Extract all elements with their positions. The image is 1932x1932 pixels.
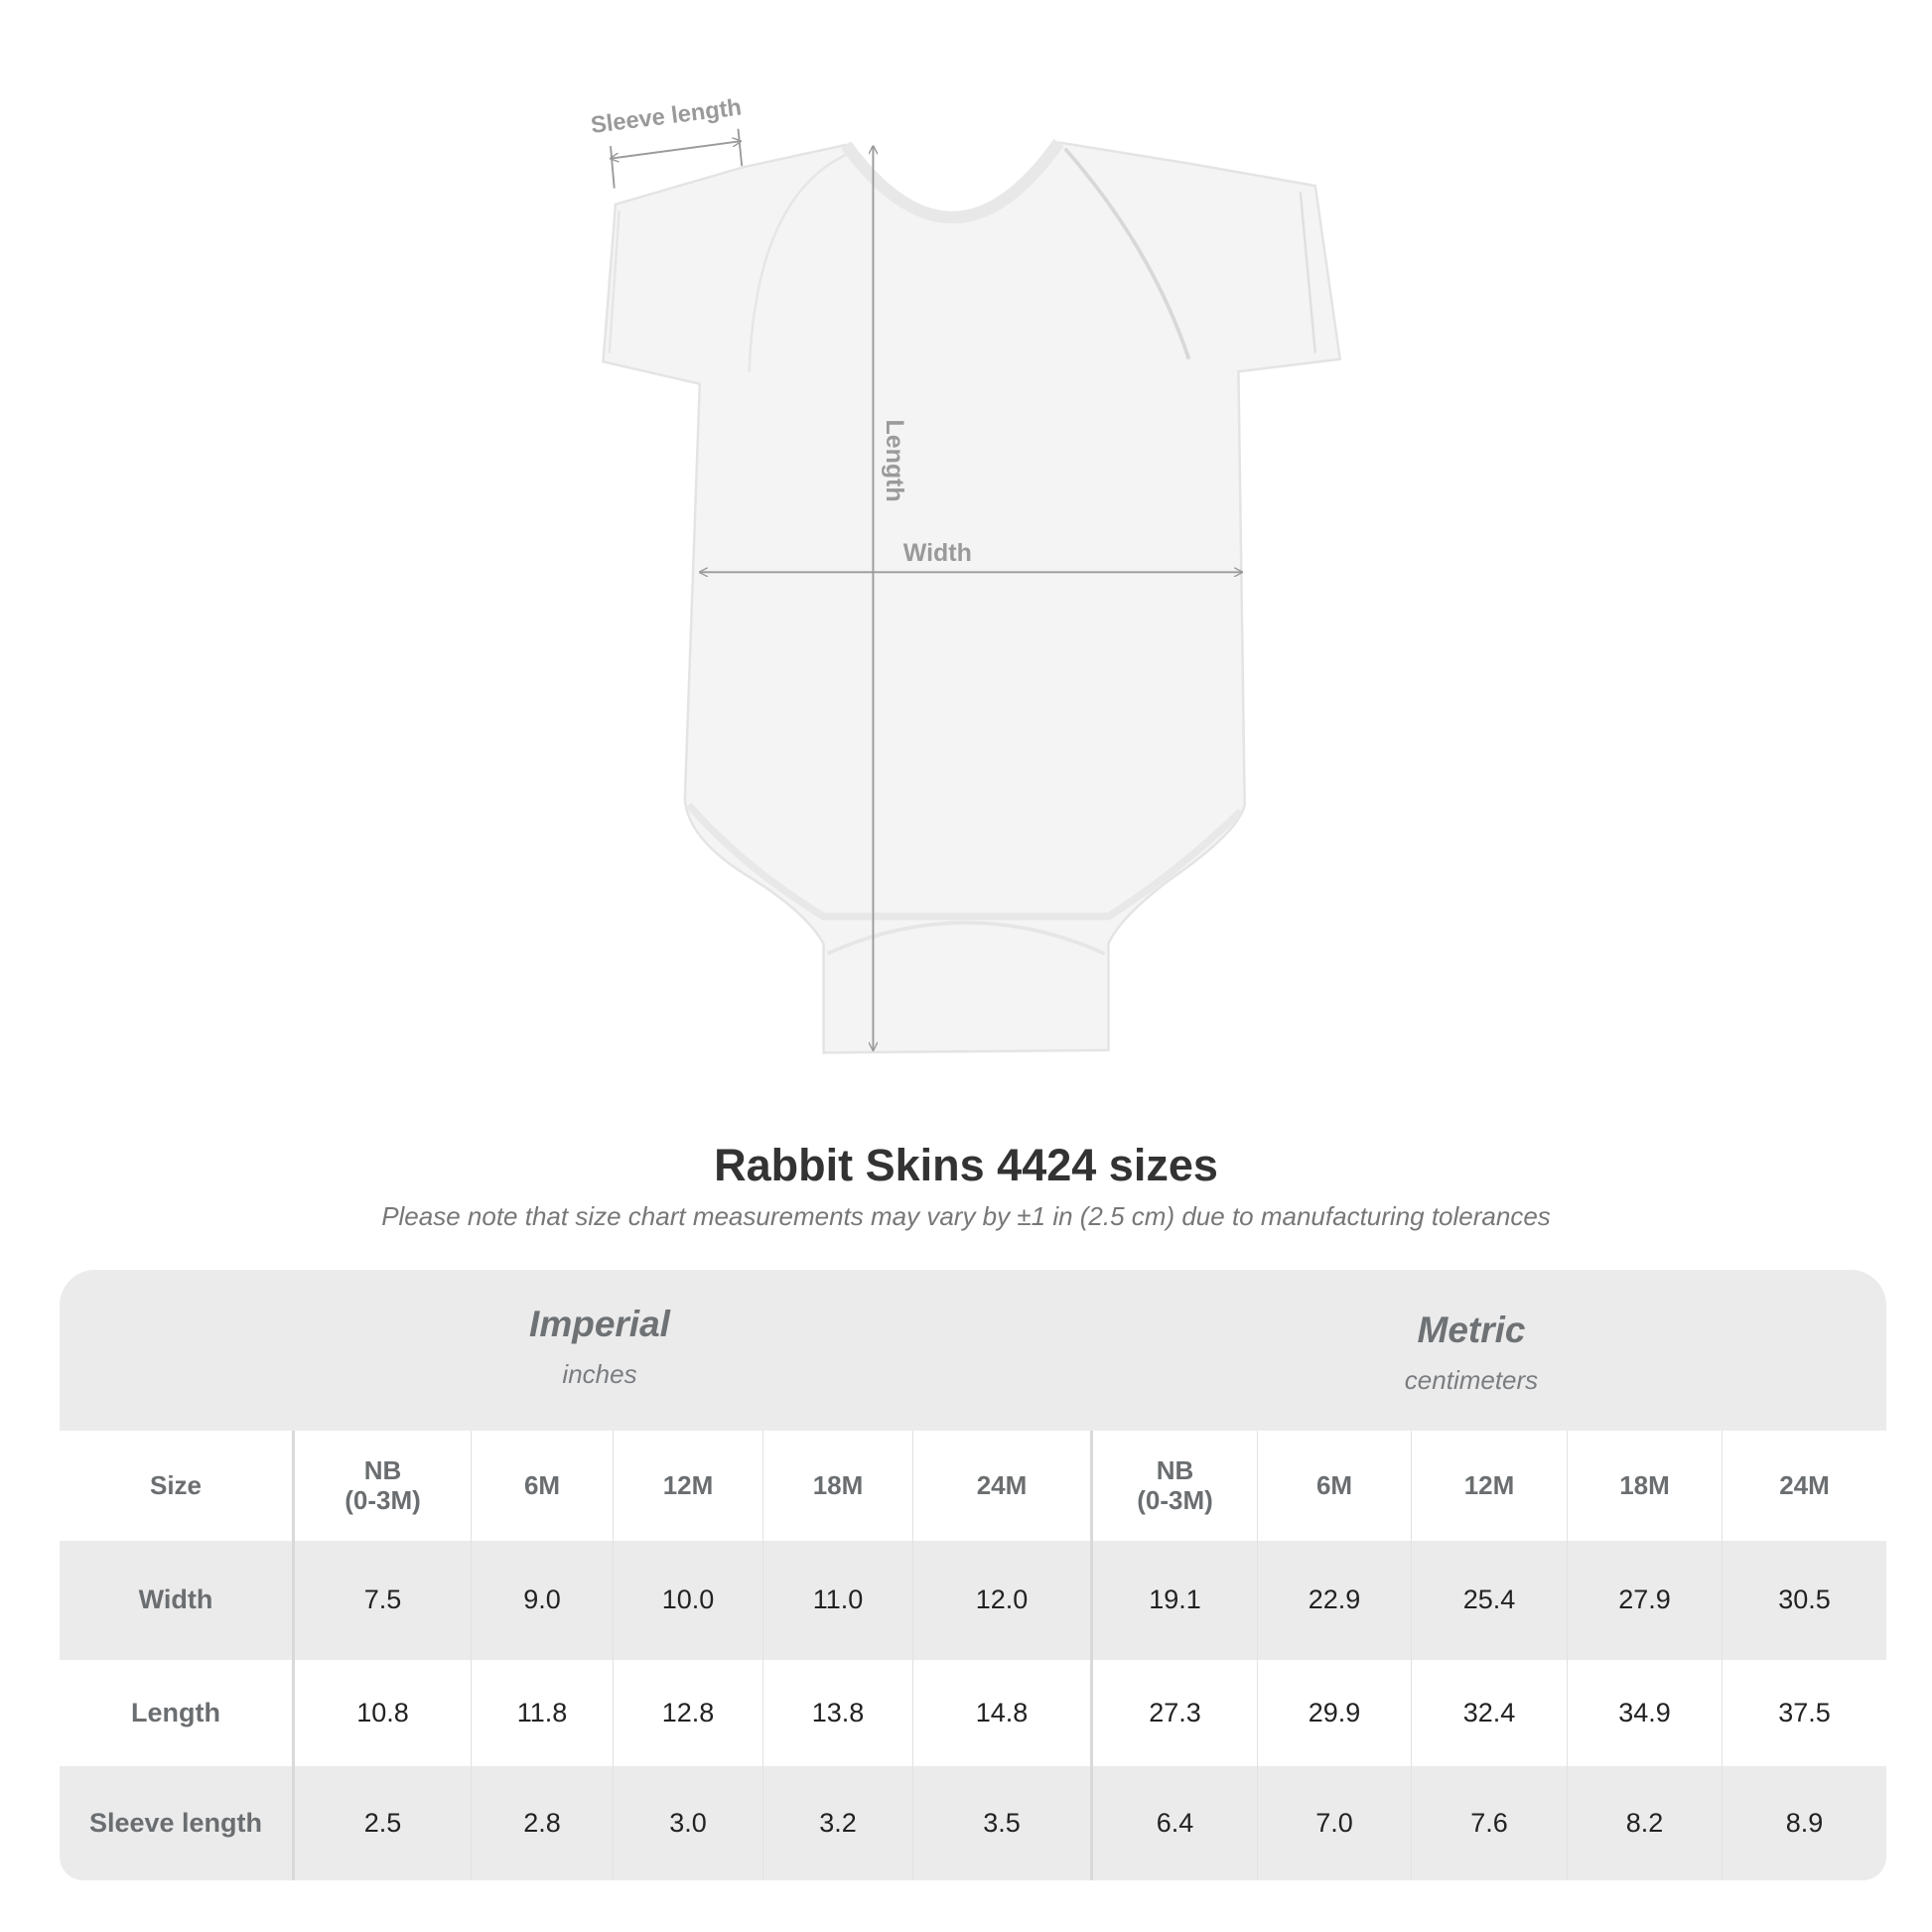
width-row: Width 7.5 9.0 10.0 11.0 12.0 19.1 22.9 25.4 27.9 3… bbox=[60, 1541, 1886, 1660]
measurement-cell: 2.8 bbox=[471, 1766, 613, 1880]
measurement-cell: 27.3 bbox=[1090, 1660, 1257, 1766]
tolerance-note: Please note that size chart measurements… bbox=[381, 1201, 1551, 1231]
imperial-header: Imperial inches bbox=[302, 1304, 897, 1390]
row-label: Width bbox=[138, 1585, 213, 1615]
onesie-garment bbox=[602, 138, 1342, 1054]
measurement-cell: 3.2 bbox=[762, 1766, 912, 1880]
measurement-cell: 9.0 bbox=[471, 1541, 613, 1660]
size-column-header: 18M bbox=[1567, 1431, 1722, 1541]
measurement-cell: 30.5 bbox=[1722, 1541, 1886, 1660]
measurement-cell: 14.8 bbox=[912, 1660, 1090, 1766]
measurement-cell: 37.5 bbox=[1722, 1660, 1886, 1766]
sleeve-length-label: Sleeve length bbox=[590, 95, 744, 139]
measurement-cell: 29.9 bbox=[1257, 1660, 1411, 1766]
metric-unit: centimeters bbox=[1404, 1365, 1539, 1395]
unit-system-header: Imperial inches Metric centimeters bbox=[60, 1270, 1886, 1431]
measurement-cell: 10.8 bbox=[292, 1660, 471, 1766]
size-header-row: Size NB (0-3M) 6M 12M 18M 24M NB (0-3M) 6M 12M 18… bbox=[60, 1431, 1886, 1541]
size-column-header: 6M bbox=[471, 1431, 613, 1541]
measurement-cell: 6.4 bbox=[1090, 1766, 1257, 1880]
measurement-cell: 10.0 bbox=[613, 1541, 762, 1660]
size-column-header: 24M bbox=[912, 1431, 1090, 1541]
measure-lines bbox=[611, 128, 1242, 1050]
measurement-cell: 11.8 bbox=[471, 1660, 613, 1766]
measurement-cell: 8.9 bbox=[1722, 1766, 1886, 1880]
metric-header: Metric centimeters bbox=[1173, 1310, 1769, 1396]
measurement-cell: 7.0 bbox=[1257, 1766, 1411, 1880]
measurement-cell: 34.9 bbox=[1567, 1660, 1722, 1766]
size-column-header: 6M bbox=[1257, 1431, 1411, 1541]
measurement-cell: 32.4 bbox=[1411, 1660, 1567, 1766]
measurement-cell: 7.6 bbox=[1411, 1766, 1567, 1880]
measurement-cell: 7.5 bbox=[292, 1541, 471, 1660]
size-column-header: NB (0-3M) bbox=[292, 1431, 471, 1541]
measurement-cell: 12.8 bbox=[613, 1660, 762, 1766]
size-column-header: NB (0-3M) bbox=[1090, 1431, 1257, 1541]
size-column-header: 12M bbox=[1411, 1431, 1567, 1541]
imperial-unit: inches bbox=[562, 1359, 637, 1389]
size-column-header: 12M bbox=[613, 1431, 762, 1541]
measurement-cell: 8.2 bbox=[1567, 1766, 1722, 1880]
size-column-header: 24M bbox=[1722, 1431, 1886, 1541]
row-label: Length bbox=[131, 1697, 220, 1727]
measurement-cell: 2.5 bbox=[292, 1766, 471, 1880]
measurement-cell: 3.0 bbox=[613, 1766, 762, 1880]
page-title: Rabbit Skins 4424 sizes bbox=[714, 1140, 1218, 1190]
length-label: Length bbox=[881, 419, 908, 501]
length-row: Length 10.8 11.8 12.8 13.8 14.8 27.3 29.9 32.4 34… bbox=[60, 1660, 1886, 1766]
measurement-cell: 22.9 bbox=[1257, 1541, 1411, 1660]
size-column-header: 18M bbox=[762, 1431, 912, 1541]
measurement-cell: 25.4 bbox=[1411, 1541, 1567, 1660]
measurement-cell: 12.0 bbox=[912, 1541, 1090, 1660]
measurement-cell: 3.5 bbox=[912, 1766, 1090, 1880]
metric-title: Metric bbox=[1417, 1310, 1526, 1350]
measurement-cell: 27.9 bbox=[1567, 1541, 1722, 1660]
measurement-cell: 11.0 bbox=[762, 1541, 912, 1660]
size-chart-table: Imperial inches Metric centimeters Size N… bbox=[60, 1270, 1886, 1880]
row-label: Size bbox=[149, 1469, 203, 1500]
sleeve-length-row: Sleeve length 2.5 2.8 3.0 3.2 3.5 6.4 7.0 7.6 8.2… bbox=[60, 1766, 1886, 1880]
row-label: Sleeve length bbox=[88, 1807, 263, 1838]
measurement-cell: 13.8 bbox=[762, 1660, 912, 1766]
sleeve-length-arrow bbox=[611, 141, 741, 158]
measurement-cell: 19.1 bbox=[1090, 1541, 1257, 1660]
width-label: Width bbox=[903, 539, 972, 567]
imperial-title: Imperial bbox=[529, 1304, 670, 1344]
